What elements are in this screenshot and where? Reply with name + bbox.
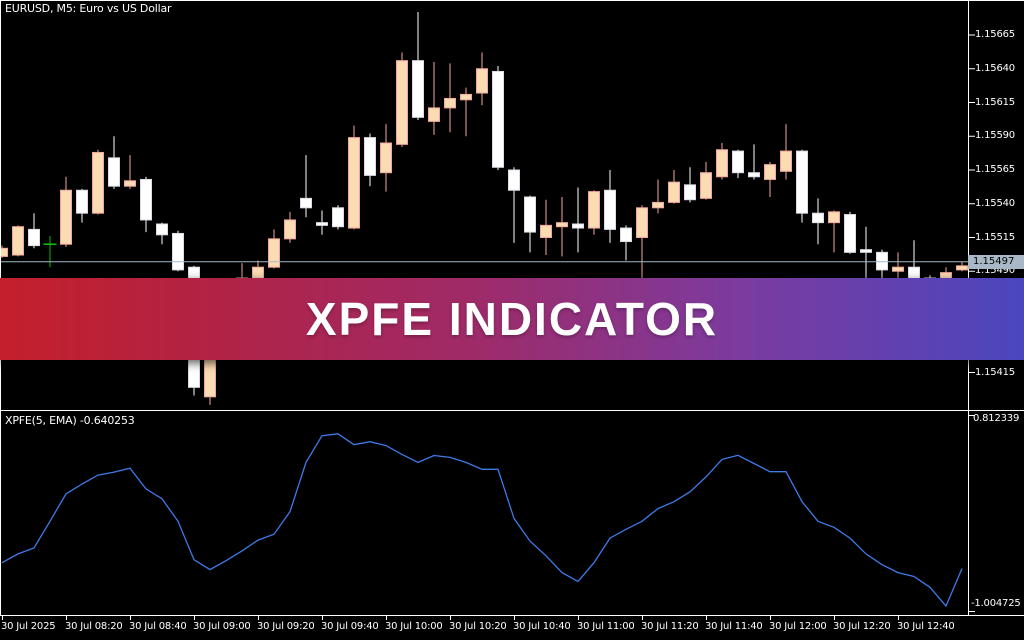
indicator-title: XPFE(5, EMA) -0.640253 <box>5 415 135 427</box>
indicator-scale-max: 0.812339 <box>973 413 1020 424</box>
candle-body <box>780 150 792 172</box>
candle-body <box>444 97 456 109</box>
candle-body <box>60 189 72 245</box>
candle-body <box>300 197 312 209</box>
candle-body <box>364 137 376 176</box>
time-axis-label: 30 Jul 10:40 <box>513 621 571 632</box>
candle-body <box>28 228 40 247</box>
candle-body <box>716 149 728 178</box>
candle-body <box>556 222 568 228</box>
candle-body <box>876 251 888 271</box>
candle-body <box>460 93 472 101</box>
indicator-name: XPFE(5, EMA) <box>5 414 77 427</box>
candle-body <box>76 189 88 214</box>
candle-body <box>380 142 392 174</box>
candle-body <box>508 169 520 191</box>
price-axis-label: 1.15615 <box>975 96 1015 108</box>
candle-body <box>268 238 280 268</box>
candle-body <box>796 150 808 214</box>
candle-body <box>12 226 24 256</box>
candle-body <box>812 212 824 224</box>
symbol-title: EURUSD, M5: Euro vs US Dollar <box>5 2 172 15</box>
time-axis-label: 30 Jul 12:00 <box>769 621 827 632</box>
xpfe-banner: XPFE INDICATOR <box>0 278 1024 360</box>
time-axis-label: 30 Jul 09:20 <box>257 621 315 632</box>
candle-body <box>636 207 648 239</box>
time-axis-label: 30 Jul 09:40 <box>321 621 379 632</box>
candle-body <box>572 223 584 229</box>
candle-body <box>892 266 904 272</box>
candle-body <box>604 189 616 230</box>
candle-body <box>92 151 104 214</box>
candle-body <box>652 201 664 209</box>
candle-body <box>172 232 184 271</box>
candle-body <box>108 157 120 187</box>
time-axis-label: 30 Jul 08:20 <box>65 621 123 632</box>
time-axis-label: 30 Jul 08:40 <box>129 621 187 632</box>
price-axis-label: 1.15540 <box>975 197 1015 209</box>
candle-body <box>140 178 152 221</box>
price-axis-label: 1.15665 <box>975 29 1015 40</box>
candle-body <box>156 223 168 236</box>
candle-body <box>764 164 776 180</box>
candle-body <box>332 207 344 228</box>
candle-body <box>732 150 744 174</box>
price-axis-label: 1.15490 <box>975 265 1015 277</box>
price-axis-label: 1.15565 <box>975 164 1015 175</box>
banner-text: XPFE INDICATOR <box>305 293 719 345</box>
candle-body <box>828 211 840 224</box>
time-axis-label: 30 Jul 11:00 <box>577 621 635 632</box>
candle-body <box>588 191 600 229</box>
candle-body <box>0 247 8 257</box>
time-axis-label: 30 Jul 11:40 <box>705 621 763 632</box>
candle-body <box>684 184 696 201</box>
time-axis-label: 30 Jul 10:00 <box>385 621 443 632</box>
candle-body <box>668 181 680 203</box>
price-axis-label: 1.15590 <box>975 130 1015 142</box>
time-axis-label: 30 Jul 11:20 <box>641 621 699 632</box>
indicator-scale-min: -1.004725 <box>971 598 1021 609</box>
time-axis-label: 30 Jul 12:40 <box>897 621 955 632</box>
time-axis-label: 30 Jul 10:20 <box>449 621 507 632</box>
candle-body <box>540 224 552 239</box>
candle-body <box>428 107 440 122</box>
time-axis-label: 30 Jul 12:20 <box>833 621 891 632</box>
candle-body <box>956 265 968 271</box>
xpfe-line <box>1 433 963 608</box>
candle-body <box>316 222 328 226</box>
price-axis-label: 1.15515 <box>975 231 1015 243</box>
price-axis-label: 1.15415 <box>975 366 1015 378</box>
price-axis-label: 1.15640 <box>975 62 1015 74</box>
time-axis-label: 30 Jul 2025 <box>1 621 56 632</box>
indicator-value: -0.640253 <box>79 414 135 427</box>
candle-body <box>348 137 360 229</box>
candle-body <box>124 180 136 187</box>
candle-body <box>396 60 408 145</box>
current-price-tag: 1.15497 <box>968 254 1024 269</box>
candle-body <box>700 172 712 199</box>
candle-body <box>284 219 296 240</box>
candle-body <box>492 70 504 168</box>
candle-body <box>476 68 488 94</box>
candle-body <box>860 249 872 253</box>
candle-body <box>748 172 760 178</box>
candle-body <box>844 214 856 253</box>
candle-body <box>524 196 536 233</box>
time-axis-label: 30 Jul 09:00 <box>193 621 251 632</box>
candle-body <box>412 60 424 118</box>
candle-body <box>620 227 632 243</box>
